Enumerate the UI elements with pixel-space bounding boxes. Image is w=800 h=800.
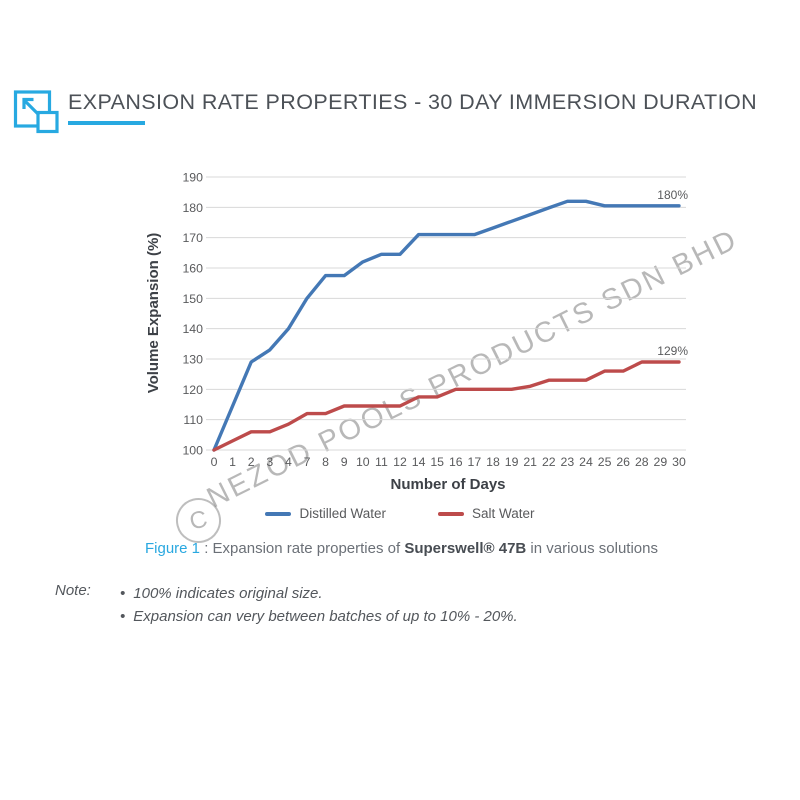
- y-tick-label: 130: [182, 353, 203, 367]
- y-axis-title: Volume Expansion (%): [145, 233, 162, 394]
- notes-block: Note: • 100% indicates original size. • …: [55, 582, 518, 628]
- salt-water-swatch: [438, 511, 464, 516]
- note-line: • 100% indicates original size.: [120, 582, 518, 605]
- bullet-icon: •: [120, 608, 126, 625]
- caption-suffix: in various solutions: [526, 540, 658, 557]
- x-tick-label: 19: [505, 455, 519, 469]
- expand-icon: [13, 90, 59, 134]
- series-layer: 180% 129%: [212, 188, 688, 452]
- caption-text: : Expansion rate properties of: [200, 540, 405, 557]
- y-tick-label: 140: [182, 322, 203, 336]
- distilled-water-swatch: [265, 511, 292, 516]
- x-tick-label: 17: [468, 455, 482, 469]
- note-line: • Expansion can very between batches of …: [120, 605, 518, 628]
- page-title: EXPANSION RATE PROPERTIES - 30 DAY IMMER…: [68, 90, 758, 114]
- bullet-icon: •: [120, 585, 126, 602]
- y-tick-label: 180: [182, 201, 203, 215]
- series-end-label: 129%: [657, 344, 688, 358]
- x-tick-label: 7: [304, 455, 311, 469]
- x-tick-label: 21: [523, 455, 537, 469]
- chart-legend: Distilled Water Salt Water: [0, 506, 800, 521]
- figure-label: Figure 1: [145, 540, 201, 557]
- x-tick-label: 9: [341, 455, 348, 469]
- x-tick-label: 18: [486, 455, 500, 469]
- legend-label: Salt Water: [472, 506, 535, 521]
- x-tick-label: 2: [248, 455, 255, 469]
- y-tick-label: 120: [182, 383, 203, 397]
- x-tick-label: 16: [449, 455, 463, 469]
- y-tick-label: 160: [182, 262, 203, 276]
- figure-caption: Figure 1 : Expansion rate properties of …: [145, 540, 658, 557]
- legend-label: Distilled Water: [299, 506, 386, 521]
- title-underline-accent: [68, 121, 145, 125]
- x-tick-label: 1: [229, 455, 236, 469]
- legend-item-distilled-water: Distilled Water: [265, 506, 386, 521]
- y-tick-label: 100: [182, 444, 203, 458]
- x-tick-label: 3: [266, 455, 273, 469]
- x-tick-label: 15: [430, 455, 444, 469]
- note-items: • 100% indicates original size. • Expans…: [120, 582, 518, 628]
- x-tick-label: 0: [211, 455, 218, 469]
- y-tick-label: 170: [182, 231, 203, 245]
- legend-item-salt-water: Salt Water: [438, 506, 535, 521]
- x-tick-label: 28: [635, 455, 649, 469]
- note-text: Expansion can very between batches of up…: [133, 608, 518, 625]
- x-tick-label: 8: [322, 455, 329, 469]
- x-tick-label: 10: [356, 455, 370, 469]
- series-end-label: 180%: [657, 188, 688, 202]
- x-tick-label: 14: [412, 455, 426, 469]
- series-line-distilled-water: [212, 199, 681, 452]
- note-label: Note:: [55, 582, 91, 599]
- x-tick-label: 25: [598, 455, 612, 469]
- note-text: 100% indicates original size.: [133, 585, 323, 602]
- x-tick-label: 26: [616, 455, 630, 469]
- x-tick-label: 23: [561, 455, 575, 469]
- x-tick-label: 11: [375, 455, 388, 469]
- x-tick-label: 4: [285, 455, 292, 469]
- y-tick-label: 150: [182, 292, 203, 306]
- x-tick-label: 30: [672, 455, 686, 469]
- x-tick-label: 24: [579, 455, 593, 469]
- y-tick-label: 110: [183, 413, 203, 427]
- x-tick-label: 29: [654, 455, 668, 469]
- series-line-salt-water: [212, 360, 681, 452]
- product-name: Superswell® 47B: [404, 540, 527, 557]
- x-tick-label: 12: [393, 455, 407, 469]
- x-axis-title: Number of Days: [390, 476, 505, 493]
- x-tick-label: 22: [542, 455, 556, 469]
- y-tick-label: 190: [182, 171, 203, 185]
